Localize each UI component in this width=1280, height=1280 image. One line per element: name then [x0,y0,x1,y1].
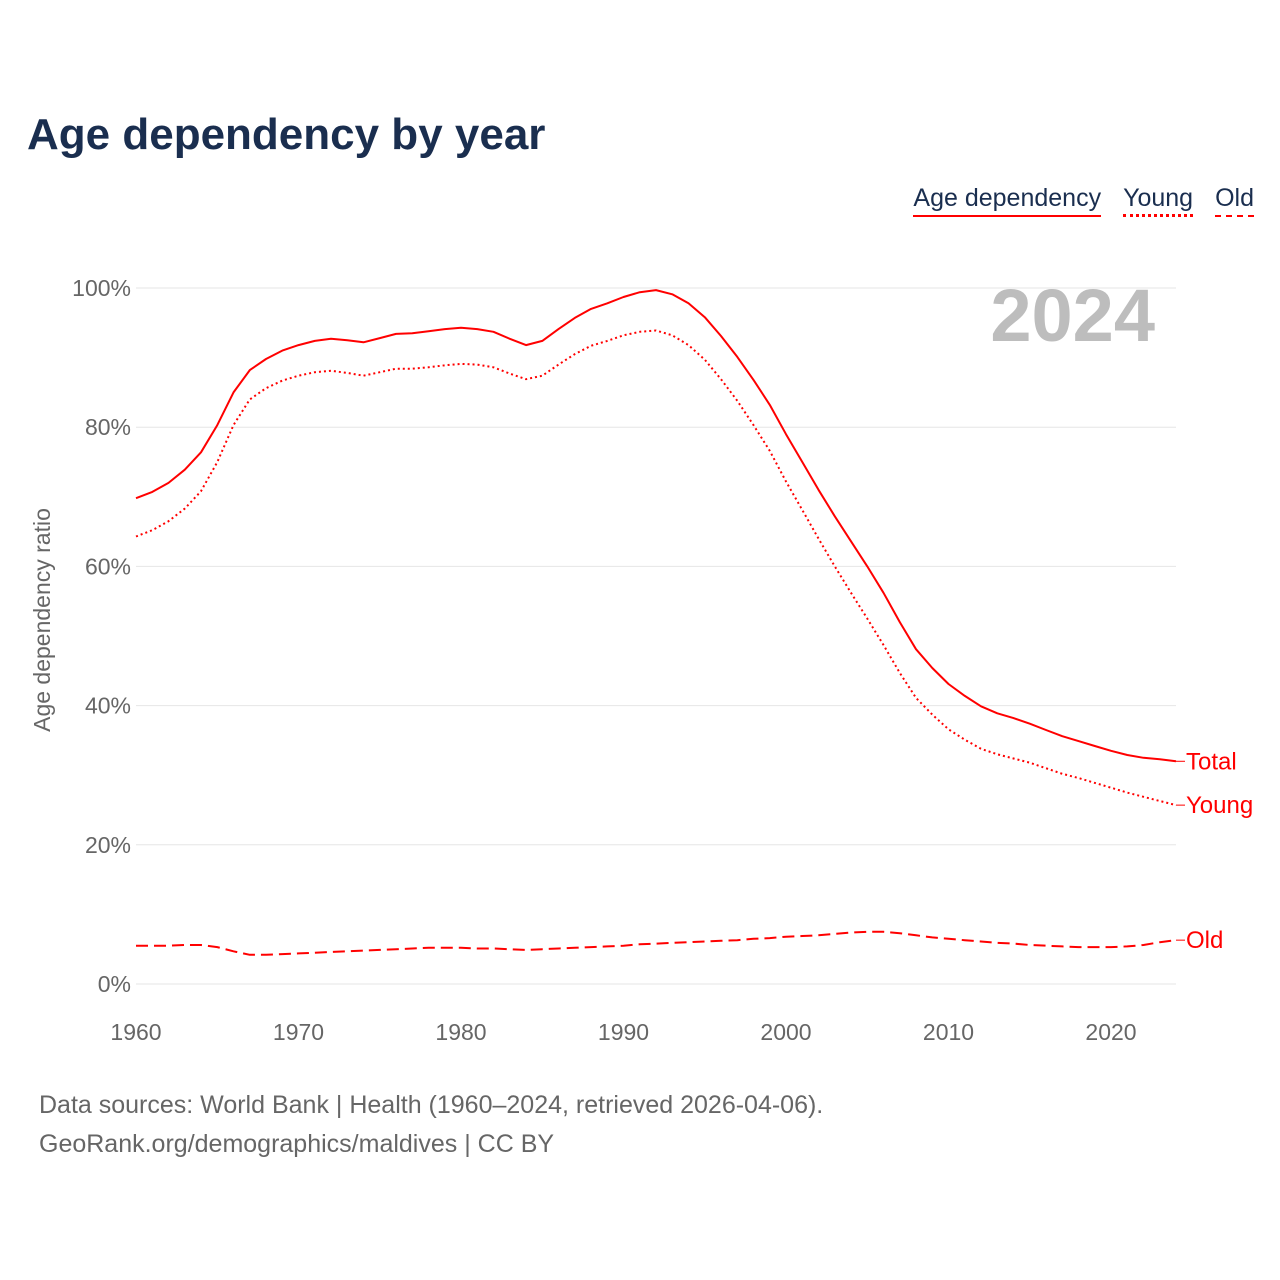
y-tick-label: 60% [85,553,131,579]
footer: Data sources: World Bank | Health (1960–… [39,1086,823,1164]
x-tick-label: 2020 [1085,1019,1136,1045]
y-tick-label: 0% [98,971,131,997]
y-tick-label: 20% [85,832,131,858]
x-tick-label: 1960 [110,1019,161,1045]
series-line-old [136,930,1177,956]
end-label-old: Old [1186,927,1223,954]
legend-item-age-dependency[interactable]: Age dependency [913,184,1102,217]
x-tick-label: 1970 [273,1019,324,1045]
end-label-young: Young [1186,792,1253,819]
y-tick-label: 100% [72,275,131,301]
legend-item-old[interactable]: Old [1215,184,1254,217]
x-tick-label: 1980 [435,1019,486,1045]
series-line-young [135,329,1177,807]
series-line-total [135,289,1177,763]
y-tick-label: 80% [85,414,131,440]
end-label-total: Total [1186,748,1237,775]
legend-item-young[interactable]: Young [1123,184,1194,217]
x-tick-label: 1990 [598,1019,649,1045]
x-tick-label: 2000 [760,1019,811,1045]
chart-title: Age dependency by year [27,110,546,159]
y-tick-label: 40% [85,693,131,719]
legend: Age dependency Young Old [913,184,1254,217]
source-link[interactable]: GeoRank.org/demographics/maldives | CC B… [39,1130,555,1158]
year-watermark: 2024 [990,274,1155,357]
x-tick-label: 2010 [923,1019,974,1045]
y-axis-label: Age dependency ratio [29,508,55,732]
data-source-note: Data sources: World Bank | Health (1960–… [39,1091,824,1119]
